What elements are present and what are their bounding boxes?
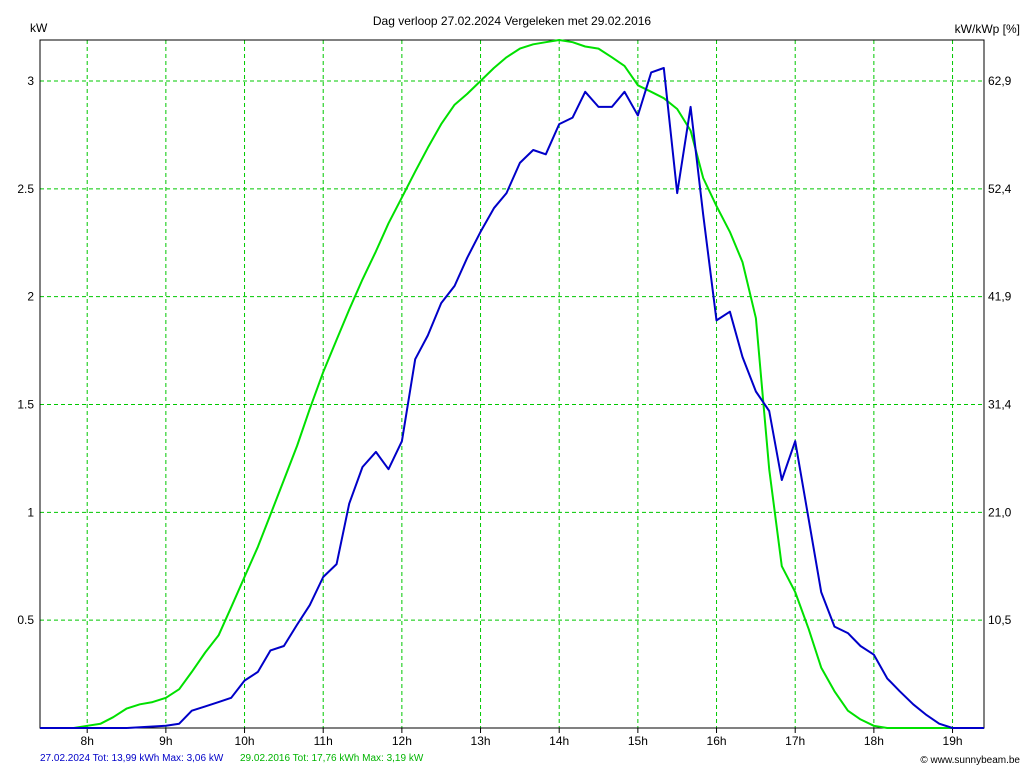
- x-tick-label: 19h: [943, 734, 963, 748]
- x-tick-label: 14h: [549, 734, 569, 748]
- series-line-2016: [40, 39, 984, 729]
- y-tick-label-right: 62,9: [988, 74, 1012, 88]
- y-axis-label-right: kW/kWp [%]: [955, 22, 1020, 36]
- y-tick-label-right: 52,4: [988, 182, 1012, 196]
- y-tick-label-right: 10,5: [988, 613, 1012, 627]
- x-tick-label: 10h: [235, 734, 255, 748]
- plot-frame: [39, 39, 985, 733]
- y-tick-label-left: 1.5: [17, 397, 34, 411]
- x-tick-label: 16h: [707, 734, 727, 748]
- footer-credit: © www.sunnybeam.be: [920, 755, 1020, 766]
- series-lines: [40, 39, 984, 729]
- x-tick-label: 15h: [628, 734, 648, 748]
- x-tick-label: 18h: [864, 734, 884, 748]
- y-tick-label-left: 2.5: [17, 182, 34, 196]
- chart-title: Dag verloop 27.02.2024 Vergeleken met 29…: [373, 14, 652, 28]
- series-line-2024: [40, 67, 984, 729]
- y-tick-label-right: 31,4: [988, 397, 1012, 411]
- x-tick-label: 8h: [81, 734, 94, 748]
- x-tick-label: 12h: [392, 734, 412, 748]
- y-tick-label-right: 41,9: [988, 290, 1012, 304]
- y-tick-label-left: 3: [27, 74, 34, 88]
- grid-lines: [40, 40, 984, 728]
- tick-labels: 8h 9h 10h 11h 12h 13h 14h 15h 16h 17h 18h 19h 0.5 10,…: [17, 74, 1011, 748]
- y-tick-label-left: 2: [27, 290, 34, 304]
- x-tick-label: 11h: [314, 734, 333, 748]
- x-tick-label: 17h: [785, 734, 805, 748]
- y-tick-label-left: 0.5: [17, 613, 34, 627]
- y-axis-label-left: kW: [30, 21, 48, 35]
- footer-summary-2016: 29.02.2016 Tot: 17,76 kWh Max: 3,19 kW: [240, 753, 424, 764]
- x-tick-label: 9h: [159, 734, 172, 748]
- plot-frame-rect: [39, 39, 985, 729]
- y-tick-label-right: 21,0: [988, 505, 1012, 519]
- footer-summary-2024: 27.02.2024 Tot: 13,99 kWh Max: 3,06 kW: [40, 753, 224, 764]
- x-tick-label: 13h: [471, 734, 491, 748]
- y-tick-label-left: 1: [27, 505, 34, 519]
